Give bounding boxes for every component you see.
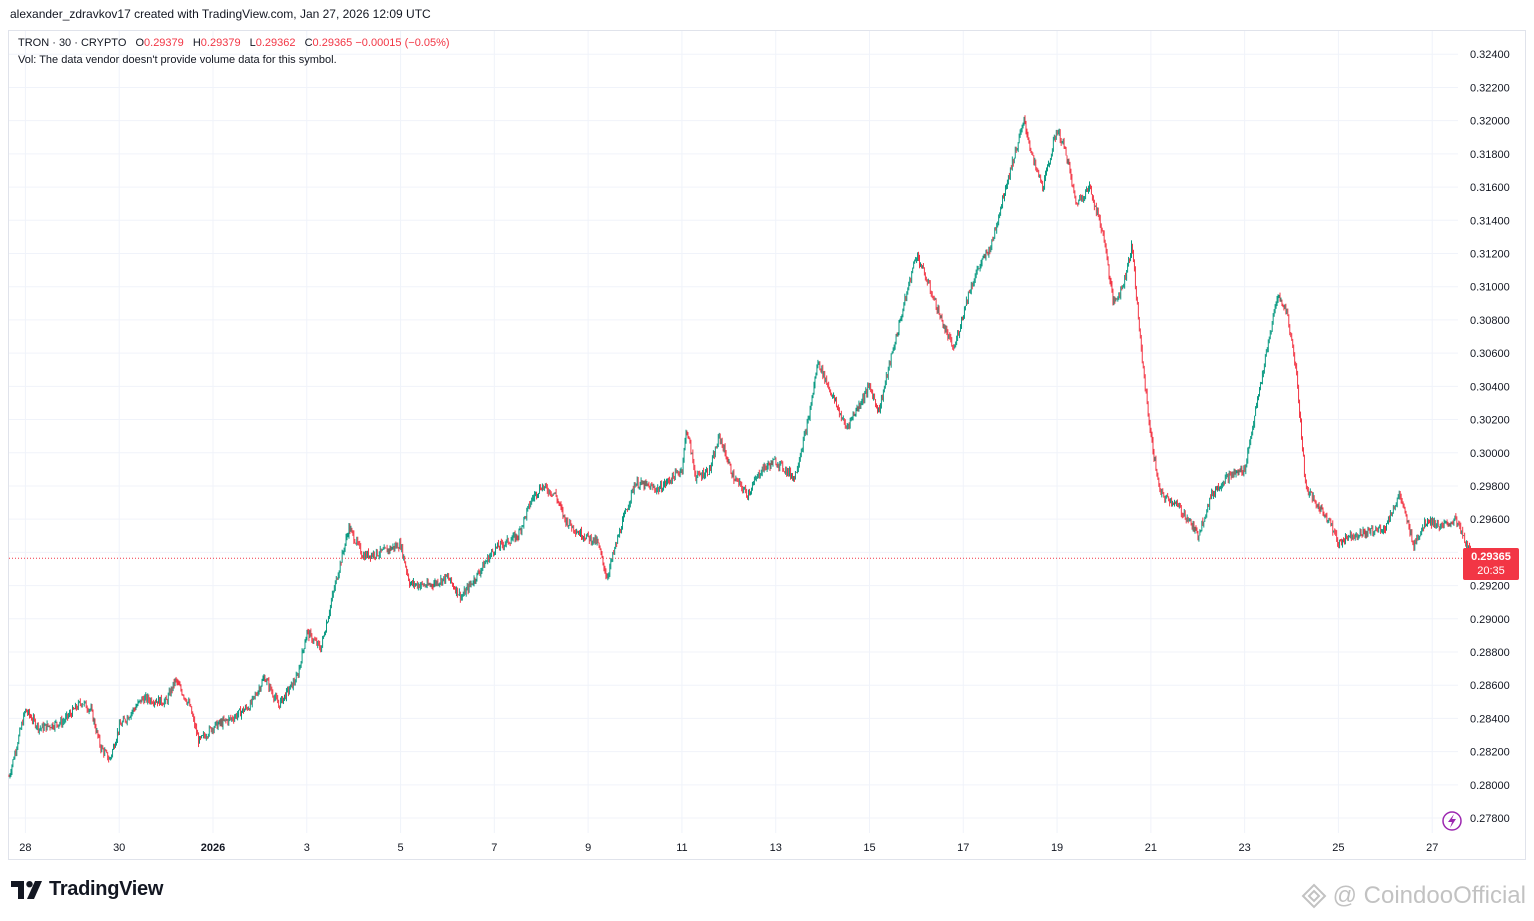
y-tick-label: 0.29600 xyxy=(1470,514,1510,526)
chart-attribution: alexander_zdravkov17 created with Tradin… xyxy=(10,7,431,21)
chart-frame xyxy=(8,30,1526,860)
time-axis: 28 30 2026 3 5 7 9 11 13 15 17 19 21 23 25 27 xyxy=(19,842,1438,854)
y-tick-label: 0.28200 xyxy=(1470,747,1510,759)
x-tick-label: 25 xyxy=(1332,842,1344,854)
legend-open: 0.29379 xyxy=(144,37,184,49)
legend-ohlc-row: TRON · 30 · CRYPTO O0.29379 H0.29379 L0.… xyxy=(18,35,450,52)
y-tick-label: 0.31000 xyxy=(1470,282,1510,294)
tradingview-logo[interactable]: TradingView xyxy=(11,878,163,901)
last-price-badge: 0.29365 20:35 xyxy=(1463,548,1519,581)
y-tick-label: 0.27800 xyxy=(1470,813,1510,825)
y-tick-label: 0.30200 xyxy=(1470,415,1510,427)
y-tick-label: 0.28000 xyxy=(1470,780,1510,792)
x-tick-label: 13 xyxy=(770,842,782,854)
y-tick-label: 0.28400 xyxy=(1470,713,1510,725)
grid-lines xyxy=(9,31,1458,833)
watermark-text: @ CoindooOfficial xyxy=(1332,882,1526,909)
watermark: @ CoindooOfficial xyxy=(1301,882,1526,910)
last-price-countdown: 20:35 xyxy=(1477,565,1505,578)
x-tick-label: 2026 xyxy=(201,842,225,854)
legend-high: 0.29379 xyxy=(200,37,241,49)
x-tick-label: 5 xyxy=(397,842,403,854)
y-tick-label: 0.32000 xyxy=(1470,116,1510,128)
lightning-icon[interactable] xyxy=(1442,811,1462,831)
legend-close: 0.29365 xyxy=(312,37,353,49)
y-tick-label: 0.29200 xyxy=(1470,581,1510,593)
y-tick-label: 0.32400 xyxy=(1470,49,1510,61)
y-tick-label: 0.31600 xyxy=(1470,182,1510,194)
x-tick-label: 17 xyxy=(957,842,969,854)
legend-symbol[interactable]: TRON · 30 · CRYPTO xyxy=(18,37,127,49)
x-tick-label: 23 xyxy=(1239,842,1251,854)
legend-close-label: C xyxy=(304,37,313,49)
x-tick-label: 11 xyxy=(676,842,687,854)
y-tick-label: 0.29800 xyxy=(1470,481,1510,493)
x-tick-label: 7 xyxy=(491,842,497,854)
y-tick-label: 0.30600 xyxy=(1470,348,1510,360)
x-tick-label: 19 xyxy=(1051,842,1063,854)
y-tick-label: 0.32200 xyxy=(1470,82,1510,94)
logo-text: TradingView xyxy=(49,878,164,900)
y-tick-label: 0.31400 xyxy=(1470,215,1510,227)
y-tick-label: 0.30000 xyxy=(1470,448,1510,460)
y-tick-label: 0.29000 xyxy=(1470,614,1510,626)
weibo-like-icon xyxy=(1301,883,1327,909)
x-tick-label: 21 xyxy=(1145,842,1157,854)
last-price-value: 0.29365 xyxy=(1471,551,1511,564)
legend-high-label: H xyxy=(192,37,201,49)
candles xyxy=(8,115,1479,779)
x-tick-label: 27 xyxy=(1426,842,1438,854)
x-tick-label: 30 xyxy=(113,842,125,854)
legend-low-label: L xyxy=(249,37,256,49)
legend-open-label: O xyxy=(135,37,145,49)
price-axis: 0.27800 0.28000 0.28200 0.28400 0.28600 0.288… xyxy=(1470,49,1510,825)
y-tick-label: 0.28600 xyxy=(1470,680,1510,692)
legend-change: −0.00015 (−0.05%) xyxy=(355,37,450,49)
legend-low: 0.29362 xyxy=(255,37,296,49)
tradingview-logo-icon xyxy=(11,880,42,899)
x-tick-label: 28 xyxy=(19,842,31,854)
x-tick-label: 9 xyxy=(585,842,591,854)
y-tick-label: 0.31200 xyxy=(1470,249,1510,261)
y-tick-label: 0.30400 xyxy=(1470,381,1510,393)
x-tick-label: 15 xyxy=(863,842,875,854)
x-tick-label: 3 xyxy=(304,842,310,854)
y-tick-label: 0.30800 xyxy=(1470,315,1510,327)
y-tick-label: 0.31800 xyxy=(1470,149,1510,161)
legend-volume-note: Vol: The data vendor doesn't provide vol… xyxy=(18,54,337,66)
y-tick-label: 0.28800 xyxy=(1470,647,1510,659)
